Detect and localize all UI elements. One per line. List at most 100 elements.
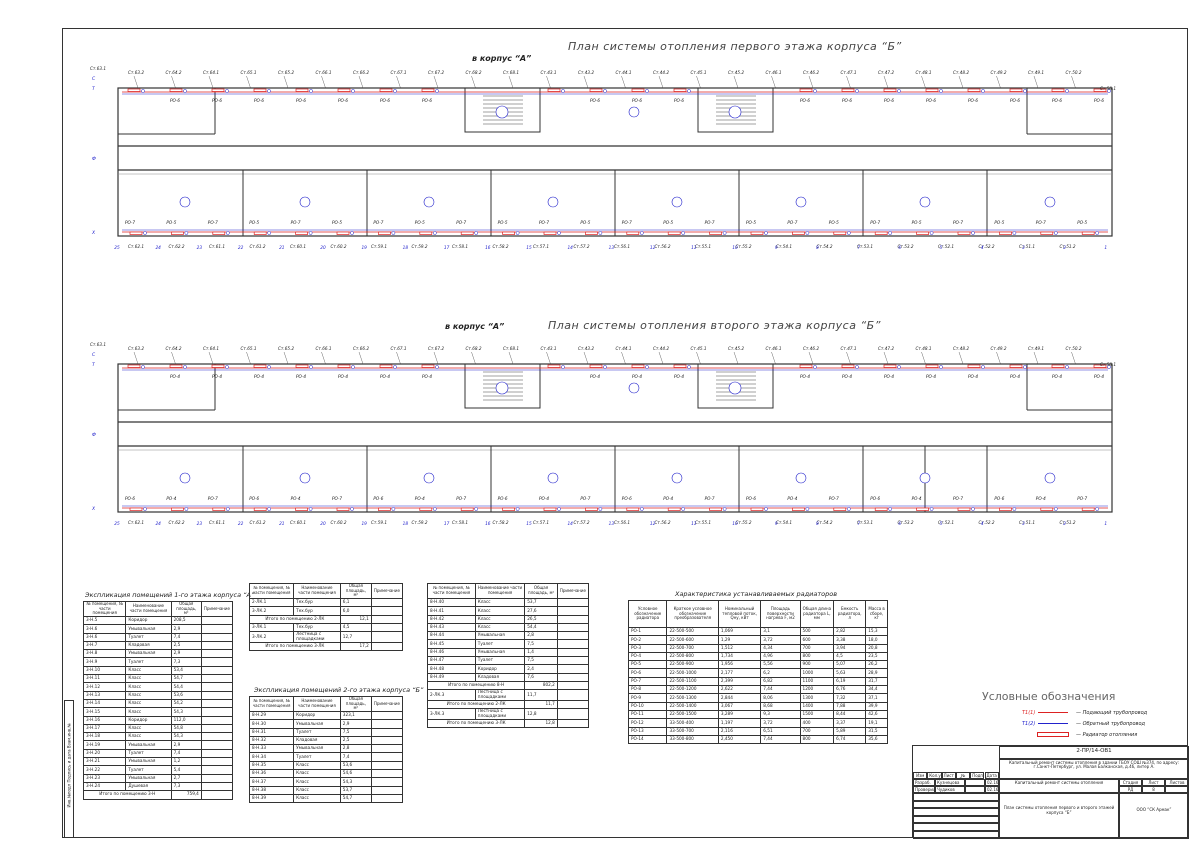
radiator-label: РО-6 (296, 98, 306, 103)
table-row: РО-4 22-500-800 1,734 4,96 800 4,5 23,5 (627, 651, 888, 662)
leader-line (996, 75, 1001, 89)
table-cell (200, 740, 234, 750)
table-row: 3-ЛК.1 Тех.бур 4,5 (248, 622, 404, 633)
riser-label-top: Ст.64.2 (166, 70, 182, 75)
radiator-label: РО-6 (674, 98, 684, 103)
table-header-cell: Общая длина радиатора L, мм (799, 600, 835, 628)
riser-marker (391, 507, 396, 511)
leader-line (658, 75, 664, 89)
radiator (1093, 88, 1107, 92)
table-header-cell: Общая площадь, м² (170, 601, 202, 617)
riser-marker (855, 89, 859, 93)
riser-marker (1012, 507, 1017, 511)
axis-number: 23 (197, 521, 203, 527)
leader-line (546, 351, 551, 365)
rooms-table-1: № помещения, № части помещения Наименован… (82, 601, 234, 800)
table-cell: 8-Н.35 (248, 760, 295, 771)
total-row: Итого по помещению 3-ЛК 12,8 (426, 718, 590, 729)
radiator (460, 231, 474, 235)
table-cell: 900 (799, 660, 835, 670)
radiator (421, 364, 435, 368)
riser-marker (183, 89, 187, 93)
riser-marker (184, 507, 189, 511)
table-cell: 8-Н.37 (248, 777, 295, 787)
riser-label-top: Ст.67.2 (428, 346, 444, 351)
radiator (253, 88, 267, 92)
radiator (253, 507, 267, 511)
axis-letter: Ф (92, 156, 96, 162)
table-header-cell: Наименование части помещения (125, 601, 172, 617)
leader-line (1071, 351, 1076, 365)
table-cell: РО-9 (627, 693, 668, 703)
table-cell: Умывальная (125, 740, 172, 750)
table-cell: 8,68 (760, 701, 801, 711)
table-cell: 54,7 (170, 674, 202, 684)
table-cell (200, 615, 234, 626)
radiator (792, 231, 805, 235)
table-cell: 3-Н.22 (82, 765, 127, 775)
table-cell: Класс (125, 690, 172, 700)
table-header-cell: Площадь поверхности нагрева F, м2 (760, 600, 801, 628)
radiator (667, 231, 681, 235)
table-cell: 28,9 (865, 668, 888, 678)
leader-line (958, 75, 964, 89)
radiator-label: РО-7 (291, 220, 301, 225)
table-cell (556, 708, 590, 720)
riser-marker (722, 231, 727, 235)
table-cell: 3-Н.9 (82, 657, 127, 667)
table-cell (370, 622, 404, 633)
leader-line (396, 75, 401, 89)
table-cell: 3-ЛК.3 (427, 708, 476, 720)
table-cell: 1,197 (717, 718, 762, 728)
riser-label-bottom: Ст.53.1 (857, 520, 873, 525)
table-row: 8-Н.33 Умывальная 2,8 (248, 744, 404, 754)
table-cell: 8-Н.29 (248, 710, 295, 721)
table-cell (200, 790, 234, 800)
radiator (547, 364, 561, 368)
table-cell: 7,88 (833, 701, 867, 711)
table-cell: 2,9 (170, 649, 202, 659)
table-cell: Класс (293, 760, 341, 771)
radiator (750, 231, 764, 235)
radiator (127, 88, 141, 92)
table-cell: 7,6 (524, 672, 558, 682)
radiator (883, 364, 897, 368)
table-cell (556, 606, 590, 616)
radiator (631, 88, 645, 92)
riser-label-bottom: Ст.52.2 (979, 520, 995, 525)
room-marker (1044, 196, 1056, 208)
axis-number: 17 (444, 245, 450, 251)
table-row: 8-Н.45 Туалет 7,5 (427, 639, 590, 649)
table-cell (370, 793, 404, 804)
section-name: Капитальный ремонт системы отопления (999, 779, 1119, 793)
axis-number: 19 (361, 521, 367, 527)
leader-line (621, 351, 626, 365)
radiator-label: РО-5 (912, 220, 922, 225)
table-cell (370, 785, 404, 795)
radiator (378, 507, 391, 511)
total-value: 12,1 (339, 614, 372, 624)
sheet-value: 8 (1142, 786, 1165, 793)
riser-marker (681, 507, 686, 511)
side-stamp: Инв.№подл Подпись и дата Взам.инв.№ (64, 700, 74, 838)
axis-number: 6 (898, 521, 901, 527)
leader-line (846, 75, 851, 89)
table-cell: Коридор (125, 715, 172, 725)
radiator (547, 88, 561, 92)
table-row: 3-Н.10 Класс 53,4 (82, 665, 234, 676)
table-cell: 7,5 (339, 727, 372, 737)
total-label: Итого по помещению 8-Н (426, 680, 526, 691)
table-cell: Умывальная (474, 647, 526, 658)
table-cell: 8-Н.40 (427, 597, 476, 608)
riser-marker (897, 89, 901, 93)
radiator-label: РО-6 (994, 496, 1004, 501)
table-cell: 7,3 (170, 657, 202, 667)
riser-label-bottom: Ст.61.1 (209, 244, 225, 249)
table-cell: Туалет (125, 657, 172, 667)
radiator-label: РО-4 (296, 374, 306, 379)
radiator-label: РО-4 (415, 496, 425, 501)
table-cell: 22-500-600 (666, 635, 719, 645)
table-cell: РО-4 (627, 651, 668, 662)
axis-number: 13 (609, 245, 615, 251)
